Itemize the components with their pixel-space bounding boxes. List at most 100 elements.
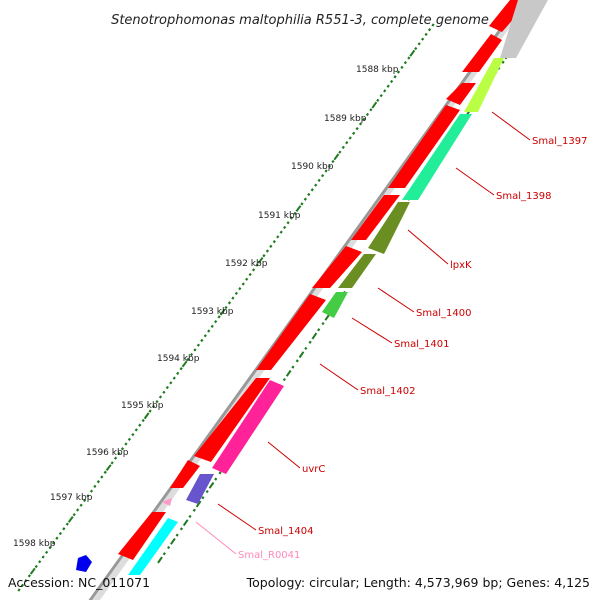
- trna-marker[interactable]: [162, 498, 172, 506]
- grey-feature[interactable]: [500, 0, 548, 58]
- forward-cds[interactable]: [194, 378, 270, 462]
- minor-tick: [369, 108, 373, 112]
- minor-tick: [134, 428, 138, 432]
- gene-label-smal-1402[interactable]: Smal_1402: [360, 386, 415, 397]
- minor-tick: [383, 89, 387, 93]
- minor-tick: [314, 183, 318, 187]
- minor-tick: [175, 533, 179, 537]
- minor-tick: [414, 46, 418, 51]
- minor-tick: [141, 418, 145, 423]
- gene-label-smal-1404[interactable]: Smal_1404: [258, 526, 313, 537]
- minor-tick: [327, 164, 332, 168]
- minor-tick: [89, 489, 94, 493]
- minor-tick: [155, 400, 159, 404]
- minor-tick: [34, 564, 38, 569]
- minor-tick: [227, 301, 232, 305]
- minor-tick: [110, 461, 114, 465]
- minor-tick: [127, 437, 131, 441]
- minor-tick: [403, 61, 407, 65]
- forward-cds[interactable]: [462, 34, 502, 72]
- minor-tick: [186, 357, 190, 361]
- minor-tick: [283, 225, 287, 230]
- minor-tick: [176, 371, 180, 376]
- major-tick: [257, 257, 264, 264]
- gene-bar[interactable]: [186, 474, 214, 504]
- minor-tick: [17, 588, 21, 592]
- gene-label-smal-1397[interactable]: Smal_1397: [532, 136, 587, 147]
- tick-label-1588: 1588 kbp: [356, 65, 399, 75]
- major-tick: [157, 556, 163, 564]
- minor-tick: [279, 230, 283, 234]
- minor-tick: [427, 28, 432, 32]
- minor-tick: [169, 381, 173, 385]
- leader-lines: [195, 111, 531, 555]
- gene-label-smal-1398[interactable]: Smal_1398: [496, 191, 551, 202]
- forward-cds[interactable]: [170, 460, 200, 488]
- gene-label-smal-r0041[interactable]: Smal_R0041: [238, 550, 300, 561]
- forward-cds[interactable]: [118, 512, 166, 560]
- minor-tick: [65, 522, 69, 526]
- minor-tick: [179, 527, 184, 531]
- forward-cds[interactable]: [388, 105, 460, 188]
- minor-tick: [338, 150, 342, 154]
- minor-tick: [424, 32, 428, 37]
- minor-tick: [20, 583, 25, 587]
- forward-cds[interactable]: [312, 246, 362, 288]
- minor-tick: [207, 329, 211, 333]
- accession-text: Accession: NC_011071: [8, 575, 150, 590]
- minor-tick: [117, 451, 121, 456]
- forward-cds[interactable]: [256, 294, 326, 370]
- tick-label-1591: 1591 kbp: [258, 211, 301, 221]
- major-tick: [298, 351, 305, 359]
- gene-label-smal-1400[interactable]: Smal_1400: [416, 308, 471, 319]
- minor-tick: [214, 477, 218, 481]
- gene-label-smal-1401[interactable]: Smal_1401: [394, 339, 449, 350]
- gene-bar[interactable]: [402, 114, 472, 200]
- minor-tick: [262, 254, 266, 258]
- major-tick: [170, 537, 176, 545]
- minor-tick: [120, 447, 125, 451]
- gene-label-lpxk[interactable]: lpxK: [450, 260, 472, 271]
- minor-tick: [341, 145, 345, 150]
- minor-tick: [376, 98, 380, 102]
- gene-bar[interactable]: [322, 292, 348, 318]
- major-tick: [409, 49, 416, 57]
- cyan-feature[interactable]: [128, 518, 178, 575]
- tick-label-1596: 1596 kbp: [86, 448, 129, 458]
- minor-tick: [45, 550, 49, 554]
- gene-bar[interactable]: [212, 380, 284, 474]
- forward-cds[interactable]: [446, 83, 476, 105]
- minor-tick: [317, 178, 321, 182]
- minor-tick: [269, 244, 273, 248]
- minor-tick: [131, 433, 135, 437]
- major-tick: [181, 360, 188, 368]
- minor-tick: [308, 340, 312, 344]
- minor-tick: [321, 174, 325, 178]
- gene-bar[interactable]: [368, 202, 410, 254]
- minor-tick: [196, 343, 200, 347]
- minor-tick: [307, 192, 311, 197]
- tick-label-1594: 1594 kbp: [157, 354, 200, 364]
- minor-tick: [379, 94, 383, 98]
- minor-tick: [317, 328, 321, 332]
- minor-tick: [218, 471, 222, 475]
- minor-tick: [179, 367, 183, 371]
- minor-tick: [76, 508, 80, 512]
- tick-label-1598: 1598 kbp: [13, 539, 56, 549]
- gene-label-uvrc[interactable]: uvrC: [302, 464, 325, 475]
- minor-tick: [365, 112, 370, 117]
- minor-tick: [421, 37, 425, 41]
- gene-bar[interactable]: [338, 254, 376, 288]
- minor-tick: [86, 494, 90, 498]
- blue-feature[interactable]: [76, 555, 92, 572]
- gene-bar[interactable]: [464, 58, 504, 112]
- minor-tick: [192, 508, 196, 512]
- minor-tick: [138, 423, 142, 427]
- minor-tick: [291, 365, 295, 369]
- major-tick: [311, 332, 318, 340]
- minor-tick: [265, 249, 270, 253]
- minor-tick: [234, 291, 238, 295]
- minor-tick: [24, 578, 28, 583]
- forward-cds[interactable]: [351, 195, 400, 240]
